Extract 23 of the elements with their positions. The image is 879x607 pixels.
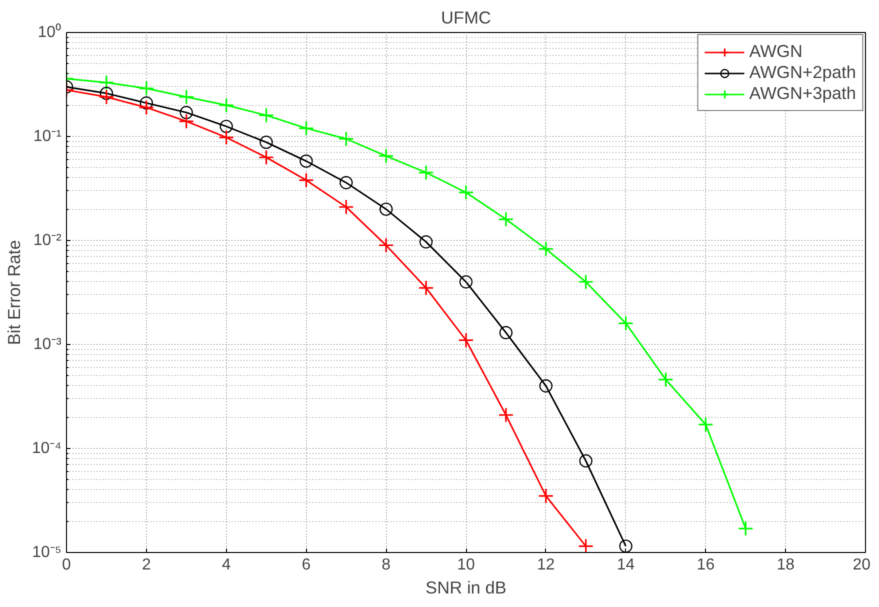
legend-label: AWGN — [749, 41, 803, 62]
x-tick-label: 18 — [776, 556, 795, 574]
x-tick-label: 0 — [62, 556, 72, 574]
y-tick-label: 10⁻¹ — [33, 128, 62, 145]
x-axis-title: SNR in dB — [426, 578, 506, 598]
x-tick-label: 16 — [696, 556, 715, 574]
y-tick-label: 10⁻⁵ — [32, 544, 62, 561]
x-tick-label: 14 — [616, 556, 635, 574]
chart-title: UFMC — [440, 8, 492, 28]
x-tick-label: 12 — [537, 556, 555, 574]
y-tick-label: 10⁻⁴ — [32, 440, 62, 457]
x-tick-label: 2 — [142, 556, 151, 574]
y-tick-label: 10⁰ — [38, 23, 62, 41]
x-tick-label: 6 — [302, 556, 311, 574]
y-tick-label: 10⁻³ — [33, 336, 62, 353]
x-tick-label: 20 — [852, 556, 871, 574]
y-tick-label: 10⁻² — [33, 232, 62, 249]
x-tick-label: 8 — [382, 556, 391, 574]
x-tick-label: 4 — [222, 556, 231, 574]
x-tick-label: 10 — [457, 556, 475, 574]
legend-label: AWGN+3path — [749, 83, 856, 104]
legend-label: AWGN+2path — [749, 62, 856, 83]
y-axis-title: Bit Error Rate — [4, 240, 24, 345]
